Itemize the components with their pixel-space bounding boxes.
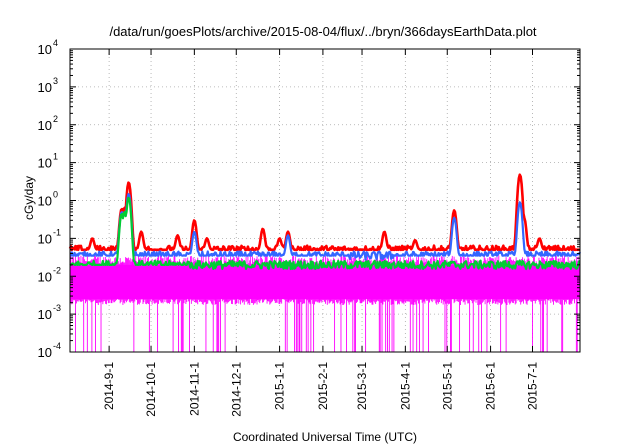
y-tick-base: 10 xyxy=(38,307,52,322)
y-tick-base: 10 xyxy=(38,118,52,133)
y-axis-label: cGy/day xyxy=(22,176,36,220)
y-tick-base: 10 xyxy=(38,231,52,246)
y-tick-base: 10 xyxy=(38,42,52,57)
y-tick-base: 10 xyxy=(38,156,52,171)
x-tick-label: 2014-10-1 xyxy=(144,362,158,417)
y-tick-exponent: -2 xyxy=(53,265,61,275)
y-tick-exponent: 0 xyxy=(53,190,58,200)
x-axis-label: Coordinated Universal Time (UTC) xyxy=(233,430,417,444)
y-tick-label: 10 1 xyxy=(38,152,58,171)
y-tick-base: 10 xyxy=(38,345,52,360)
y-tick-exponent: -1 xyxy=(53,227,61,237)
x-tick-label: 2015-2-1 xyxy=(316,362,330,410)
y-tick-label: 10 -1 xyxy=(38,227,61,246)
y-tick-label: 10 4 xyxy=(38,38,58,57)
x-tick-label: 2014-9-1 xyxy=(102,362,116,410)
y-tick-exponent: -4 xyxy=(53,341,61,351)
x-tick-label: 2015-5-1 xyxy=(440,362,454,410)
y-tick-exponent: 1 xyxy=(53,152,58,162)
y-tick-exponent: 2 xyxy=(53,114,58,124)
grid-lines xyxy=(70,49,580,352)
plot-area xyxy=(68,173,582,352)
y-tick-label: 10 0 xyxy=(38,190,58,209)
chart-title: /data/run/goesPlots/archive/2015-08-04/f… xyxy=(109,24,536,39)
y-tick-label: 10 -4 xyxy=(38,341,61,360)
y-tick-exponent: -3 xyxy=(53,303,61,313)
x-tick-label: 2015-7-1 xyxy=(525,362,539,410)
series-blue xyxy=(69,193,582,261)
x-tick-label: 2015-1-1 xyxy=(273,362,287,410)
x-tick-label: 2015-6-1 xyxy=(484,362,498,410)
x-tick-label: 2014-11-1 xyxy=(187,362,201,416)
y-tick-base: 10 xyxy=(38,80,52,95)
x-tick-label: 2015-3-1 xyxy=(355,362,369,410)
y-tick-base: 10 xyxy=(38,194,52,209)
series-magenta xyxy=(69,255,581,352)
y-tick-label: 10 -3 xyxy=(38,303,61,322)
y-tick-label: 10 -2 xyxy=(38,265,61,284)
x-tick-label: 2014-12-1 xyxy=(229,362,243,417)
series-red xyxy=(68,173,581,252)
y-tick-exponent: 4 xyxy=(53,38,58,48)
y-tick-exponent: 3 xyxy=(53,76,58,86)
series-green xyxy=(69,196,581,271)
y-tick-label: 10 3 xyxy=(38,76,58,95)
x-tick-label: 2015-4-1 xyxy=(398,362,412,410)
y-tick-base: 10 xyxy=(38,269,52,284)
y-tick-label: 10 2 xyxy=(38,114,58,133)
